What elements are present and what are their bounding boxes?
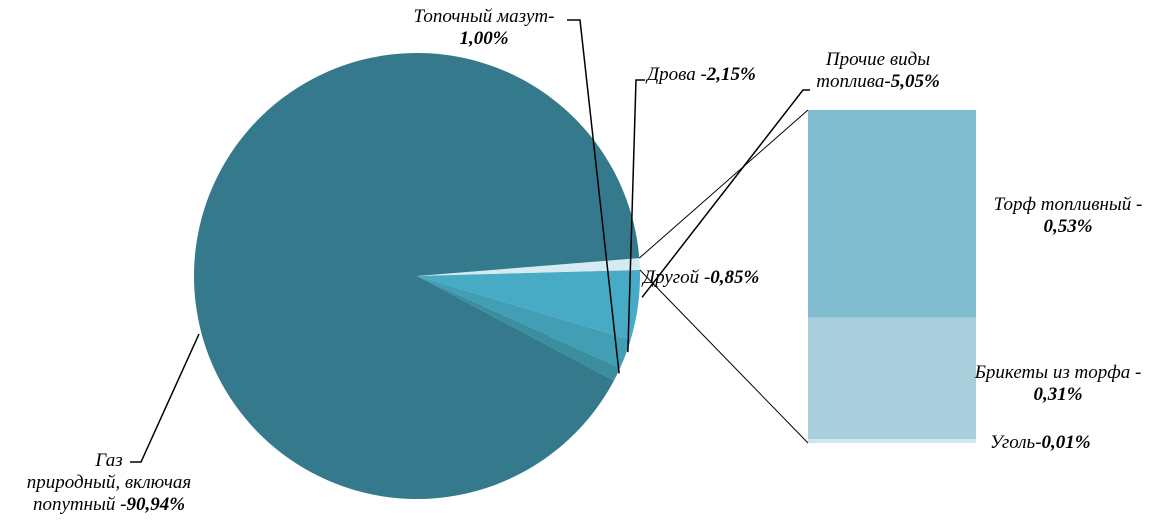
pie-slice-дрова bbox=[417, 276, 631, 369]
pie-slice-прочие-виды-топлива bbox=[417, 270, 641, 340]
data-labels: Топочный мазут-1,00% Дрова -2,15% Прочие в… bbox=[27, 6, 1143, 515]
data-label-gaz: Газ природный, включая попутный -90,94% bbox=[27, 450, 192, 515]
data-label-drugoy: Другой -0,85% bbox=[641, 267, 759, 288]
bar-segment-торф-топливный bbox=[808, 110, 976, 318]
pie-slice-топочный-мазут bbox=[417, 276, 621, 381]
leader-lines bbox=[130, 19, 810, 463]
data-label-prochie: Прочие виды топлива-5,05% bbox=[816, 49, 940, 92]
connector-lines bbox=[638, 109, 809, 444]
data-label-drova: Дрова -2,15% bbox=[645, 64, 756, 85]
pie-slice-газ-природный-включая-попутный bbox=[193, 53, 640, 500]
leader-line-prochie bbox=[641, 89, 810, 298]
data-label-torf: Торф топливный -0,53% bbox=[994, 194, 1143, 237]
pie-slices bbox=[193, 53, 641, 500]
leader-line-mazut bbox=[567, 19, 620, 374]
breakdown-bar bbox=[808, 110, 976, 443]
data-label-ugol: Уголь-0,01% bbox=[990, 432, 1091, 453]
data-label-brikety: Брикеты из торфа -0,31% bbox=[974, 362, 1142, 405]
bar-segment-брикеты-из-торфа bbox=[808, 317, 976, 440]
data-label-mazut: Топочный мазут-1,00% bbox=[414, 6, 555, 49]
pie-slice-другой bbox=[417, 258, 640, 276]
connector-line-top bbox=[638, 109, 809, 259]
leader-line-drova bbox=[627, 79, 645, 353]
connector-line-bottom bbox=[639, 269, 809, 444]
leader-line-gaz bbox=[130, 333, 200, 463]
bar-segment-уголь bbox=[808, 439, 976, 443]
